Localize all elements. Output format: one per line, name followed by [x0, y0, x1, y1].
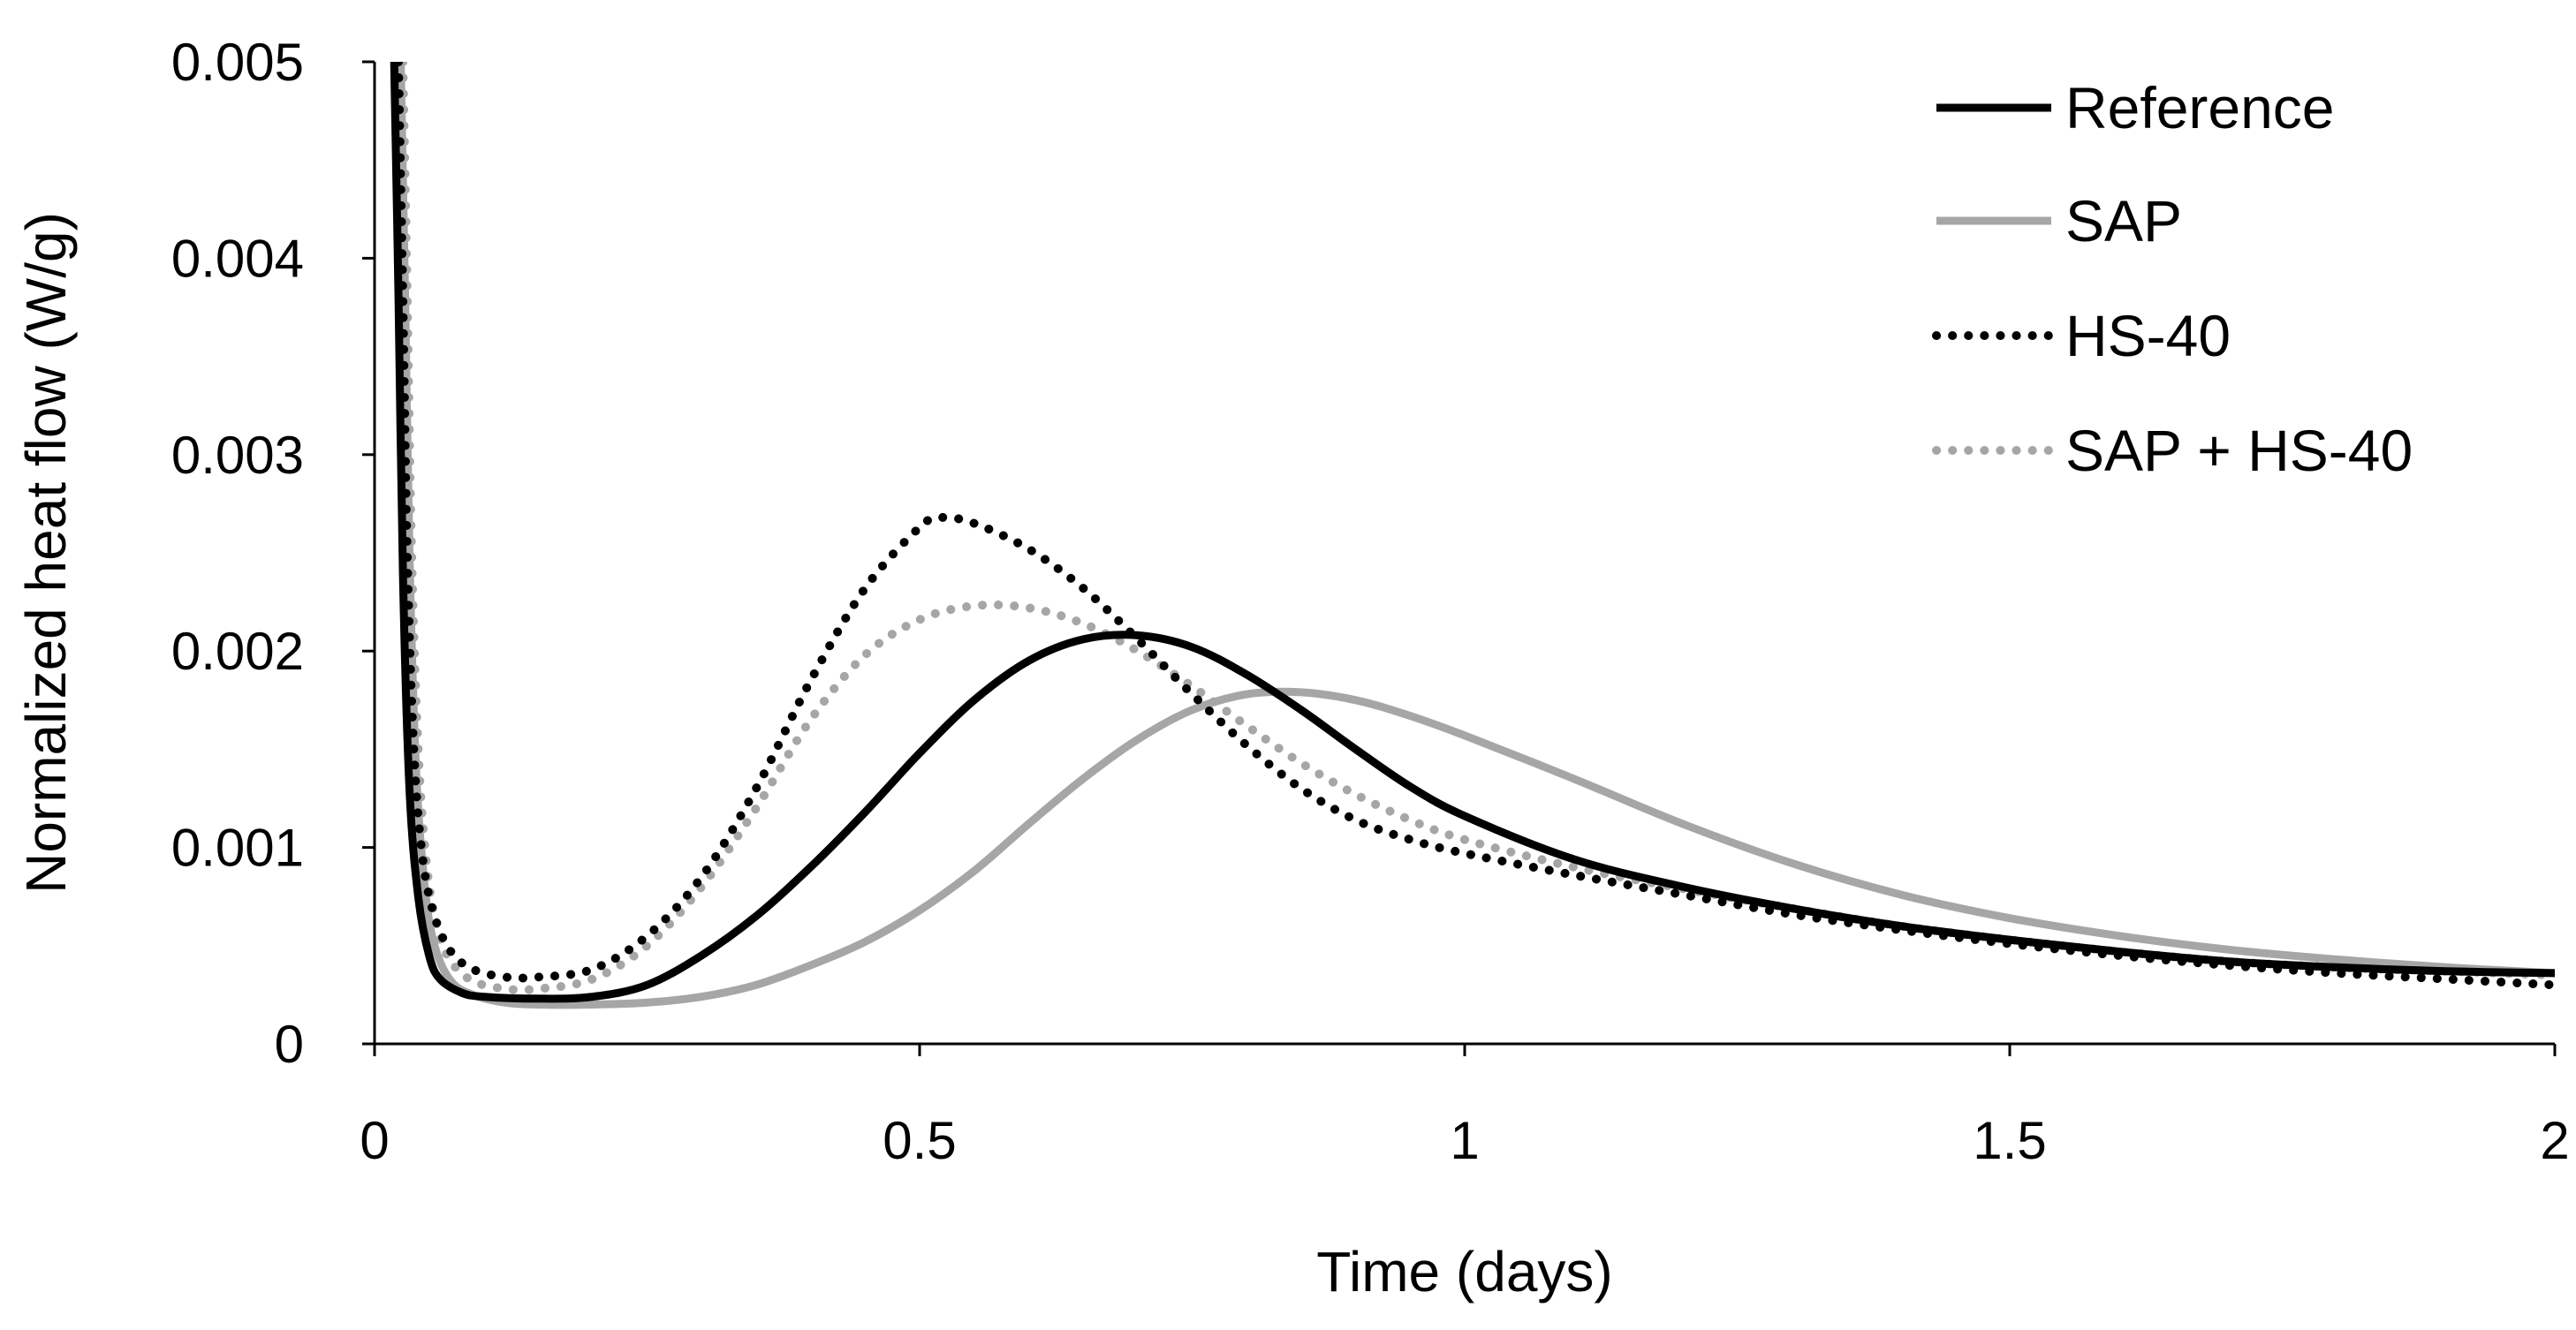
legend-label-sap: SAP [2065, 188, 2182, 253]
y-axis-title: Normalized heat flow (W/g) [14, 212, 78, 894]
series-layer [390, 62, 2555, 1009]
y-tick-label: 0.005 [171, 33, 304, 92]
y-tick-label: 0.004 [171, 229, 304, 288]
legend: Reference SAP HS-40 SAP + HS-40 [1932, 75, 2413, 483]
x-axis-title: Time (days) [1316, 1240, 1612, 1304]
legend-label-reference: Reference [2065, 75, 2335, 140]
y-tick-label: 0.003 [171, 426, 304, 485]
y-tick-label: 0.001 [171, 819, 304, 878]
x-axis-ticks: 0 0.5 1 1.5 2 [360, 1044, 2570, 1170]
series-line-sap [397, 62, 2555, 1009]
x-tick-label: 0 [360, 1111, 389, 1170]
x-tick-label: 2 [2540, 1111, 2569, 1170]
x-tick-label: 1.5 [1973, 1111, 2046, 1170]
legend-label-sap-hs-40: SAP + HS-40 [2065, 418, 2413, 483]
x-tick-label: 0.5 [883, 1111, 956, 1170]
y-tick-label: 0.002 [171, 622, 304, 681]
x-tick-label: 1 [1450, 1111, 1479, 1170]
y-axis-ticks: 0 0.001 0.002 0.003 0.004 0.005 [171, 33, 375, 1074]
series-line-sap-hs-40 [398, 62, 2555, 994]
legend-label-hs-40: HS-40 [2065, 303, 2231, 368]
y-tick-label: 0 [275, 1015, 304, 1074]
series-line-hs-40 [394, 62, 2555, 990]
